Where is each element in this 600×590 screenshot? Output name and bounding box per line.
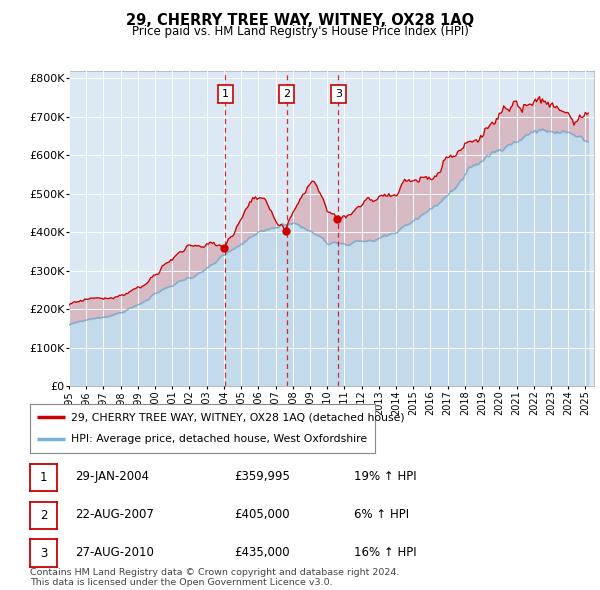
Text: £405,000: £405,000: [234, 508, 290, 521]
Text: £435,000: £435,000: [234, 546, 290, 559]
Text: 1: 1: [40, 471, 47, 484]
Text: 19% ↑ HPI: 19% ↑ HPI: [354, 470, 416, 483]
Text: 2: 2: [40, 509, 47, 522]
Text: 6% ↑ HPI: 6% ↑ HPI: [354, 508, 409, 521]
Text: 29-JAN-2004: 29-JAN-2004: [75, 470, 149, 483]
Text: 1: 1: [222, 89, 229, 99]
Text: 27-AUG-2010: 27-AUG-2010: [75, 546, 154, 559]
Text: Contains HM Land Registry data © Crown copyright and database right 2024.
This d: Contains HM Land Registry data © Crown c…: [30, 568, 400, 587]
Text: HPI: Average price, detached house, West Oxfordshire: HPI: Average price, detached house, West…: [71, 434, 368, 444]
Text: 22-AUG-2007: 22-AUG-2007: [75, 508, 154, 521]
Text: 16% ↑ HPI: 16% ↑ HPI: [354, 546, 416, 559]
Text: 29, CHERRY TREE WAY, WITNEY, OX28 1AQ: 29, CHERRY TREE WAY, WITNEY, OX28 1AQ: [126, 13, 474, 28]
Text: £359,995: £359,995: [234, 470, 290, 483]
Text: 3: 3: [335, 89, 342, 99]
Text: 2: 2: [283, 89, 290, 99]
Text: Price paid vs. HM Land Registry's House Price Index (HPI): Price paid vs. HM Land Registry's House …: [131, 25, 469, 38]
Text: 29, CHERRY TREE WAY, WITNEY, OX28 1AQ (detached house): 29, CHERRY TREE WAY, WITNEY, OX28 1AQ (d…: [71, 412, 405, 422]
Text: 3: 3: [40, 546, 47, 559]
